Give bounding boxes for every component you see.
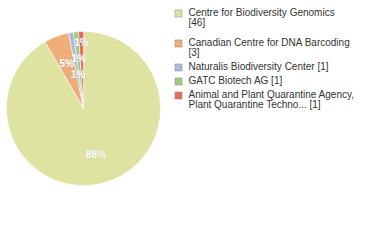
svg-text:88%: 88% [86,149,106,160]
svg-text:1%: 1% [71,69,86,80]
svg-text:Canadian Centre for DNA Barcod: Canadian Centre for DNA Barcoding[3] [189,37,350,58]
svg-text:1%: 1% [74,37,89,48]
svg-text:Naturalis Biodiversity Center: Naturalis Biodiversity Center [1] [189,61,329,72]
svg-text:GATC Biotech AG [1]: GATC Biotech AG [1] [189,75,283,86]
svg-text:Animal and Plant Quarantine Ag: Animal and Plant Quarantine Agency,Plant… [189,89,354,110]
svg-text:Centre for Biodiversity Genomi: Centre for Biodiversity Genomics[46] [189,7,335,28]
svg-text:5%: 5% [59,58,74,69]
svg-text:1%: 1% [71,53,86,64]
